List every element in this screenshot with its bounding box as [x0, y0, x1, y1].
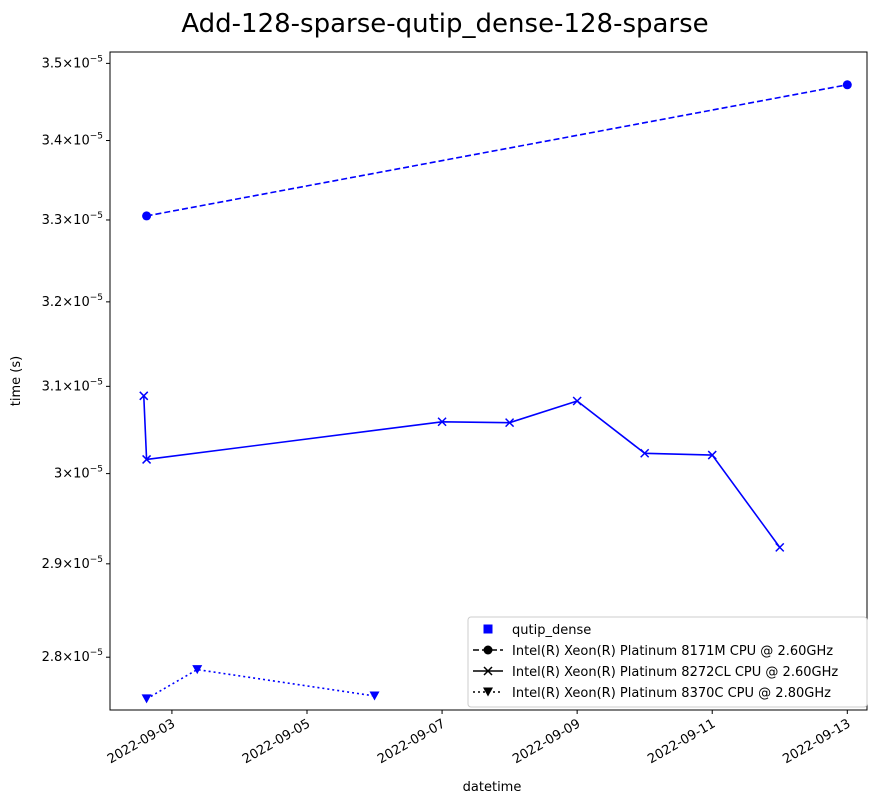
x-axis-label: datetime [463, 780, 522, 795]
x-tick-label: 2022-09-05 [240, 716, 313, 767]
data-point [572, 396, 582, 406]
legend-label: Intel(R) Xeon(R) Platinum 8171M CPU @ 2.… [512, 644, 833, 659]
legend-label: Intel(R) Xeon(R) Platinum 8370C CPU @ 2.… [512, 686, 831, 701]
series-1 [142, 80, 852, 221]
data-point [842, 80, 852, 90]
data-point [707, 450, 717, 460]
x-axis: 2022-09-03 2022-09-05 2022-09-07 2022-09-09… [105, 710, 853, 767]
legend-label: Intel(R) Xeon(R) Platinum 8272CL CPU @ 2… [512, 665, 838, 680]
x-tick-label: 2022-09-07 [375, 716, 448, 767]
series-line [142, 395, 781, 548]
y-tick-label: 3×10−5 [54, 465, 103, 482]
data-point [640, 448, 650, 458]
legend-label: qutip_dense [512, 623, 591, 638]
y-tick-label: 3.5×10−5 [42, 54, 103, 71]
series-2 [139, 391, 785, 552]
data-point [139, 391, 149, 401]
series-layer [139, 80, 852, 704]
legend-marker [483, 687, 493, 697]
data-point [505, 418, 515, 428]
y-axis-label: time (s) [9, 356, 24, 406]
y-tick-label: 3.3×10−5 [42, 211, 103, 228]
legend-entry: Intel(R) Xeon(R) Platinum 8370C CPU @ 2.… [473, 686, 831, 701]
data-point [437, 417, 447, 427]
plot-frame [109, 51, 868, 711]
data-point [775, 542, 785, 552]
legend-marker [483, 645, 493, 655]
data-point [141, 694, 152, 704]
data-point [142, 454, 152, 464]
y-tick-label: 3.2×10−5 [42, 293, 103, 310]
legend-entry: Intel(R) Xeon(R) Platinum 8171M CPU @ 2.… [473, 644, 833, 659]
x-tick-label: 2022-09-13 [780, 716, 853, 767]
legend-marker [483, 666, 493, 676]
series-line [146, 83, 848, 217]
legend-entry: Intel(R) Xeon(R) Platinum 8272CL CPU @ 2… [473, 665, 838, 680]
legend-marker [483, 624, 493, 634]
y-axis: 2.8×10−5 2.9×10−5 3×10−5 3.1×10−5 3.2×10−5 3.… [42, 54, 110, 665]
y-tick-label: 3.1×10−5 [42, 377, 103, 394]
data-point [192, 665, 203, 675]
x-tick-label: 2022-09-09 [510, 716, 583, 767]
series-line [146, 668, 375, 700]
x-tick-label: 2022-09-03 [105, 716, 178, 767]
y-tick-label: 2.9×10−5 [42, 555, 103, 572]
x-tick-label: 2022-09-11 [645, 716, 718, 767]
y-tick-label: 3.4×10−5 [42, 132, 103, 149]
legend-entry: qutip_dense [483, 623, 591, 638]
y-tick-label: 2.8×10−5 [42, 648, 103, 665]
chart-title: Add-128-sparse-qutip_dense-128-sparse [181, 9, 708, 39]
data-point [369, 691, 380, 701]
legend-box [467, 616, 868, 708]
data-point [142, 211, 152, 221]
legend: qutip_dense Intel(R) Xeon(R) Platinum 817… [467, 616, 868, 708]
series-3 [141, 665, 380, 704]
